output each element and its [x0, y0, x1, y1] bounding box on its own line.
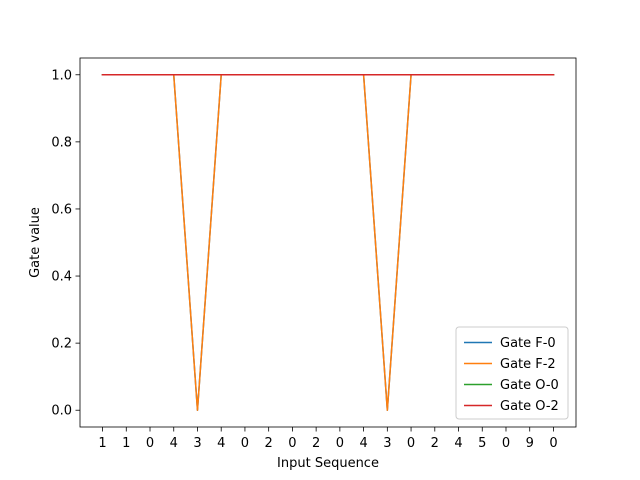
legend-label: Gate F-2 — [500, 357, 556, 372]
x-tick-label: 3 — [193, 436, 201, 451]
legend-label: Gate F-0 — [500, 336, 556, 351]
y-tick-label: 1.0 — [51, 68, 72, 83]
y-tick-label: 0.0 — [51, 404, 72, 419]
x-tick-label: 4 — [170, 436, 178, 451]
plot-layer — [101, 74, 555, 411]
x-tick-label: 0 — [407, 436, 415, 451]
x-tick-label: 2 — [265, 436, 273, 451]
x-tick-label: 4 — [454, 436, 462, 451]
y-tick-label: 0.4 — [51, 270, 72, 285]
legend-label: Gate O-2 — [500, 399, 559, 414]
legend-label: Gate O-0 — [500, 378, 559, 393]
x-tick-label: 0 — [336, 436, 344, 451]
x-axis-label: Input Sequence — [277, 456, 379, 471]
legend: Gate F-0 Gate F-2 Gate O-0 Gate O-2 — [455, 326, 569, 420]
x-tick-label: 1 — [122, 436, 130, 451]
x-tick-label: 3 — [383, 436, 391, 451]
y-tick-label: 0.2 — [51, 337, 72, 352]
x-tick-label: 2 — [312, 436, 320, 451]
x-tick-label: 0 — [288, 436, 296, 451]
x-tick-label: 0 — [146, 436, 154, 451]
x-tick-label: 0 — [241, 436, 249, 451]
x-tick-label: 9 — [526, 436, 534, 451]
y-tick-label: 0.6 — [51, 202, 72, 217]
y-axis-label: Gate value — [28, 207, 43, 278]
x-tick-label: 4 — [359, 436, 367, 451]
x-tick-label: 0 — [502, 436, 510, 451]
y-tick-label: 0.8 — [51, 135, 72, 150]
axes-layer: 1 1 0 4 3 4 0 2 0 2 0 4 3 0 2 4 5 0 9 00.00.20.40.60.81.0 — [51, 57, 577, 451]
x-tick-label: 2 — [431, 436, 439, 451]
x-tick-label: 1 — [98, 436, 106, 451]
axes-frame — [79, 57, 577, 428]
x-tick-label: 0 — [549, 436, 557, 451]
legend-box — [455, 326, 569, 420]
x-tick-label: 5 — [478, 436, 486, 451]
x-tick-label: 4 — [217, 436, 225, 451]
